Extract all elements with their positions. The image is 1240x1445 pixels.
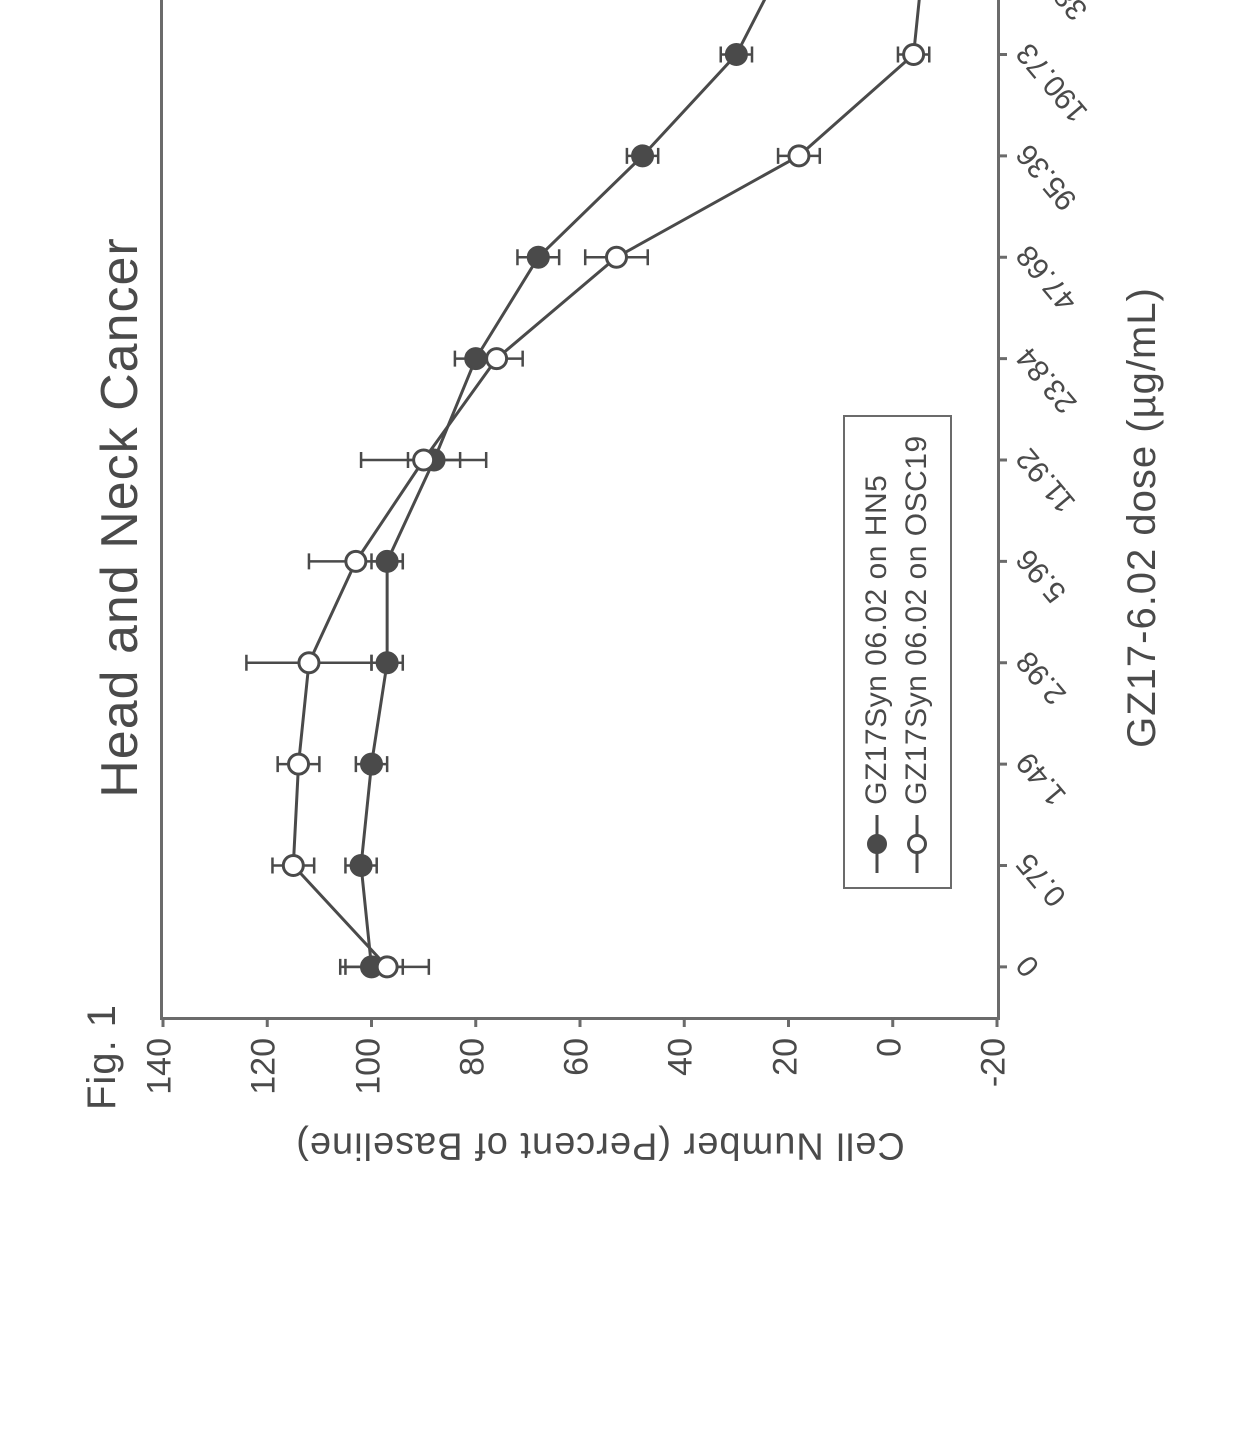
data-marker: [633, 146, 653, 166]
legend-item: GZ17Syn 06.02 on HN5: [857, 435, 898, 873]
x-tick-label: 2.98: [1010, 644, 1074, 711]
y-tick-label: 140: [141, 1038, 180, 1095]
data-marker: [487, 349, 507, 369]
x-tick-label: 0: [1010, 948, 1047, 983]
legend: GZ17Syn 06.02 on HN5GZ17Syn 06.02 on OSC…: [843, 415, 952, 889]
y-axis-label: Cell Number (Percent of Baseline): [295, 1124, 905, 1167]
y-tick-label: -20: [975, 1038, 1014, 1087]
y-tick-label: 40: [662, 1038, 701, 1076]
data-marker: [726, 45, 746, 65]
x-tick-label: 381.45: [1010, 0, 1095, 26]
legend-item: GZ17Syn 06.02 on OSC19: [897, 435, 938, 873]
y-tick-label: 20: [766, 1038, 805, 1076]
x-tick-label: 23.84: [1010, 340, 1084, 419]
figure-container: Fig. 1 Head and Neck Cancer Cell Number …: [0, 0, 1240, 1240]
x-tick-label: 11.92: [1010, 441, 1083, 519]
series-line: [361, 0, 788, 967]
y-tick-label: 0: [870, 1038, 909, 1057]
data-marker: [789, 146, 809, 166]
legend-swatch: [905, 815, 929, 873]
series-line: [293, 0, 924, 967]
data-marker: [362, 754, 382, 774]
y-tick-label: 120: [245, 1038, 284, 1095]
data-marker: [377, 957, 397, 977]
y-tick-label: 60: [558, 1038, 597, 1076]
x-tick-label: 0.75: [1010, 847, 1074, 914]
data-marker: [414, 450, 434, 470]
data-marker: [528, 247, 548, 267]
plot-area: GZ17Syn 06.02 on HN5GZ17Syn 06.02 on OSC…: [160, 0, 1000, 1020]
x-tick-label: 1.49: [1010, 745, 1074, 812]
data-marker: [904, 45, 924, 65]
data-marker: [299, 653, 319, 673]
x-tick-label: 5.96: [1010, 543, 1074, 610]
data-marker: [351, 855, 371, 875]
legend-label: GZ17Syn 06.02 on HN5: [857, 475, 898, 805]
data-marker: [289, 754, 309, 774]
x-tick-label: 47.68: [1010, 238, 1084, 317]
data-marker: [346, 551, 366, 571]
data-marker: [377, 653, 397, 673]
data-marker: [606, 247, 626, 267]
data-marker: [283, 855, 303, 875]
legend-label: GZ17Syn 06.02 on OSC19: [897, 435, 938, 805]
x-tick-label: 95.36: [1010, 137, 1084, 216]
y-tick-label: 100: [349, 1038, 388, 1095]
x-axis-label: GZ17-6.02 dose (µg/mL): [1120, 0, 1165, 1240]
legend-swatch: [865, 815, 889, 873]
y-tick-label: 80: [453, 1038, 492, 1076]
x-tick-label: 190.73: [1010, 36, 1095, 128]
